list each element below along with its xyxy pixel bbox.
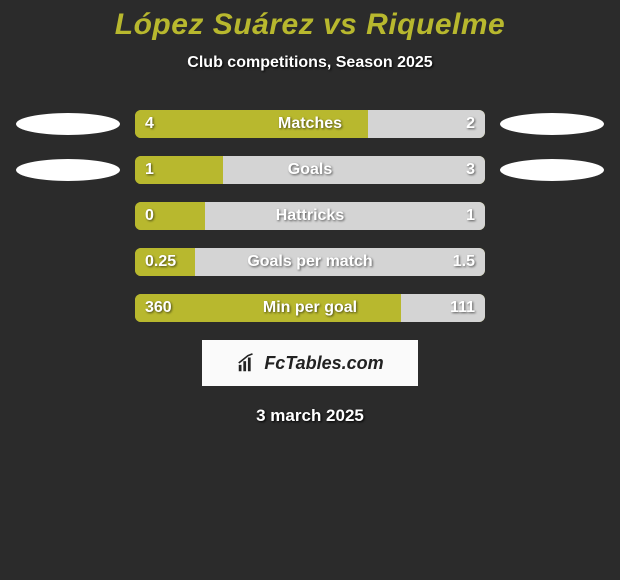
stat-bar: 360111Min per goal <box>135 294 485 322</box>
right-team-icon <box>497 294 607 322</box>
stat-bar: 0.251.5Goals per match <box>135 248 485 276</box>
stat-label: Min per goal <box>135 294 485 322</box>
left-team-icon <box>13 248 123 276</box>
stat-row: 0.251.5Goals per match <box>0 248 620 276</box>
left-team-icon <box>13 110 123 138</box>
stat-bar: 01Hattricks <box>135 202 485 230</box>
chart-icon <box>236 352 258 374</box>
stat-label: Goals per match <box>135 248 485 276</box>
stat-bar: 42Matches <box>135 110 485 138</box>
stat-label: Goals <box>135 156 485 184</box>
right-team-icon <box>497 156 607 184</box>
stats-rows: 42Matches 13Goals 01Hattricks 0.251.5Goals … <box>0 110 620 322</box>
stat-label: Hattricks <box>135 202 485 230</box>
stat-label: Matches <box>135 110 485 138</box>
stat-row: 01Hattricks <box>0 202 620 230</box>
left-team-icon <box>13 294 123 322</box>
stat-row: 42Matches <box>0 110 620 138</box>
page-title: López Suárez vs Riquelme <box>0 8 620 42</box>
stat-row: 13Goals <box>0 156 620 184</box>
right-team-icon <box>497 202 607 230</box>
left-team-icon <box>13 156 123 184</box>
subtitle: Club competitions, Season 2025 <box>0 54 620 72</box>
right-team-icon <box>497 110 607 138</box>
date-label: 3 march 2025 <box>0 406 620 426</box>
footer-branding: FcTables.com <box>202 340 418 386</box>
stat-row: 360111Min per goal <box>0 294 620 322</box>
right-team-icon <box>497 248 607 276</box>
footer-text: FcTables.com <box>264 353 383 374</box>
left-team-icon <box>13 202 123 230</box>
stat-bar: 13Goals <box>135 156 485 184</box>
